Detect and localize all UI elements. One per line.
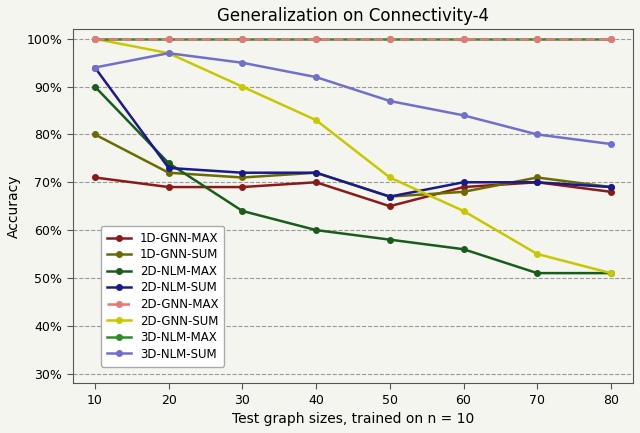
2D-NLM-SUM xyxy=(312,170,320,175)
2D-GNN-SUM xyxy=(533,252,541,257)
2D-NLM-SUM xyxy=(91,65,99,70)
Title: Generalization on Connectivity-4: Generalization on Connectivity-4 xyxy=(217,7,489,25)
2D-GNN-SUM xyxy=(386,175,394,180)
Line: 3D-NLM-MAX: 3D-NLM-MAX xyxy=(92,36,614,42)
2D-GNN-MAX xyxy=(312,36,320,42)
Line: 2D-NLM-SUM: 2D-NLM-SUM xyxy=(92,65,614,199)
1D-GNN-SUM xyxy=(607,184,615,190)
Line: 1D-GNN-MAX: 1D-GNN-MAX xyxy=(92,175,614,209)
3D-NLM-MAX xyxy=(607,36,615,42)
2D-NLM-SUM xyxy=(607,184,615,190)
2D-NLM-MAX xyxy=(164,161,172,166)
1D-GNN-MAX xyxy=(386,204,394,209)
2D-GNN-MAX xyxy=(164,36,172,42)
2D-GNN-MAX xyxy=(533,36,541,42)
2D-GNN-SUM xyxy=(312,117,320,123)
2D-GNN-MAX xyxy=(460,36,467,42)
1D-GNN-MAX xyxy=(91,175,99,180)
3D-NLM-MAX xyxy=(91,36,99,42)
2D-GNN-SUM xyxy=(164,51,172,56)
1D-GNN-MAX xyxy=(239,184,246,190)
2D-GNN-MAX xyxy=(607,36,615,42)
2D-GNN-MAX xyxy=(386,36,394,42)
1D-GNN-SUM xyxy=(164,170,172,175)
X-axis label: Test graph sizes, trained on n = 10: Test graph sizes, trained on n = 10 xyxy=(232,412,474,426)
2D-NLM-MAX xyxy=(607,271,615,276)
3D-NLM-SUM xyxy=(91,65,99,70)
1D-GNN-MAX xyxy=(460,184,467,190)
3D-NLM-SUM xyxy=(607,142,615,147)
2D-NLM-MAX xyxy=(386,237,394,242)
1D-GNN-SUM xyxy=(533,175,541,180)
1D-GNN-SUM xyxy=(386,194,394,199)
2D-NLM-MAX xyxy=(91,84,99,89)
3D-NLM-SUM xyxy=(164,51,172,56)
3D-NLM-MAX xyxy=(239,36,246,42)
2D-NLM-MAX xyxy=(533,271,541,276)
2D-NLM-SUM xyxy=(386,194,394,199)
2D-GNN-MAX xyxy=(91,36,99,42)
1D-GNN-MAX xyxy=(533,180,541,185)
1D-GNN-SUM xyxy=(312,170,320,175)
2D-NLM-MAX xyxy=(312,227,320,233)
3D-NLM-SUM xyxy=(239,60,246,65)
Line: 2D-GNN-SUM: 2D-GNN-SUM xyxy=(92,36,614,276)
2D-GNN-SUM xyxy=(607,271,615,276)
1D-GNN-MAX xyxy=(312,180,320,185)
2D-NLM-MAX xyxy=(460,247,467,252)
2D-GNN-SUM xyxy=(91,36,99,42)
2D-NLM-SUM xyxy=(460,180,467,185)
Line: 2D-GNN-MAX: 2D-GNN-MAX xyxy=(92,36,614,42)
3D-NLM-MAX xyxy=(533,36,541,42)
Line: 2D-NLM-MAX: 2D-NLM-MAX xyxy=(92,84,614,276)
Y-axis label: Accuracy: Accuracy xyxy=(7,174,21,238)
1D-GNN-SUM xyxy=(91,132,99,137)
1D-GNN-MAX xyxy=(607,189,615,194)
2D-GNN-SUM xyxy=(460,208,467,213)
2D-NLM-SUM xyxy=(239,170,246,175)
Legend: 1D-GNN-MAX, 1D-GNN-SUM, 2D-NLM-MAX, 2D-NLM-SUM, 2D-GNN-MAX, 2D-GNN-SUM, 3D-NLM-M: 1D-GNN-MAX, 1D-GNN-SUM, 2D-NLM-MAX, 2D-N… xyxy=(101,226,225,367)
3D-NLM-MAX xyxy=(460,36,467,42)
3D-NLM-MAX xyxy=(164,36,172,42)
3D-NLM-SUM xyxy=(312,74,320,80)
2D-NLM-MAX xyxy=(239,208,246,213)
3D-NLM-SUM xyxy=(386,98,394,103)
1D-GNN-MAX xyxy=(164,184,172,190)
3D-NLM-MAX xyxy=(386,36,394,42)
2D-NLM-SUM xyxy=(533,180,541,185)
2D-GNN-SUM xyxy=(239,84,246,89)
Line: 3D-NLM-SUM: 3D-NLM-SUM xyxy=(92,50,614,147)
3D-NLM-MAX xyxy=(312,36,320,42)
1D-GNN-SUM xyxy=(239,175,246,180)
3D-NLM-SUM xyxy=(460,113,467,118)
Line: 1D-GNN-SUM: 1D-GNN-SUM xyxy=(92,132,614,199)
2D-NLM-SUM xyxy=(164,165,172,171)
3D-NLM-SUM xyxy=(533,132,541,137)
2D-GNN-MAX xyxy=(239,36,246,42)
1D-GNN-SUM xyxy=(460,189,467,194)
